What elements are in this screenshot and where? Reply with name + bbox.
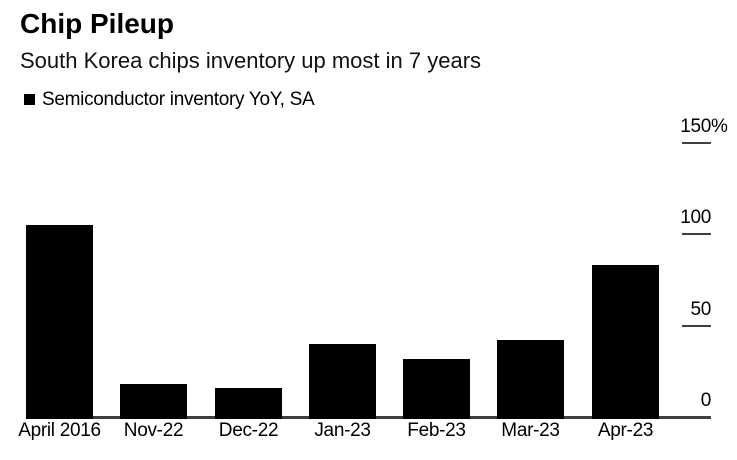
x-axis-label: Apr-23 <box>597 420 654 441</box>
y-axis-label: 100 <box>680 207 711 228</box>
legend-swatch-icon <box>24 94 35 105</box>
bar <box>26 225 93 419</box>
x-axis-label: Nov-22 <box>123 420 184 441</box>
bar <box>592 265 659 419</box>
y-axis-unit: % <box>711 116 728 137</box>
y-axis-tick <box>682 142 711 144</box>
x-axis-label: Jan-23 <box>314 420 371 441</box>
y-axis-label: 50 <box>690 299 711 320</box>
bar <box>120 384 187 419</box>
x-axis-label: Feb-23 <box>407 420 466 441</box>
chart-subtitle: South Korea chips inventory up most in 7… <box>20 48 482 73</box>
chart-title: Chip Pileup <box>20 8 174 39</box>
x-axis-label: Mar-23 <box>501 420 560 441</box>
bar <box>215 388 282 419</box>
y-axis-tick <box>682 233 711 235</box>
y-axis-label: 150% <box>680 116 728 137</box>
bar <box>309 344 376 419</box>
legend: Semiconductor inventory YoY, SA <box>24 89 315 110</box>
x-axis-label: April 2016 <box>18 420 101 441</box>
y-axis-label: 0 <box>700 390 712 411</box>
bar <box>497 340 564 419</box>
legend-label: Semiconductor inventory YoY, SA <box>42 89 315 110</box>
x-axis-label: Dec-22 <box>218 420 279 441</box>
y-axis-tick <box>682 325 711 327</box>
bar <box>403 359 470 419</box>
